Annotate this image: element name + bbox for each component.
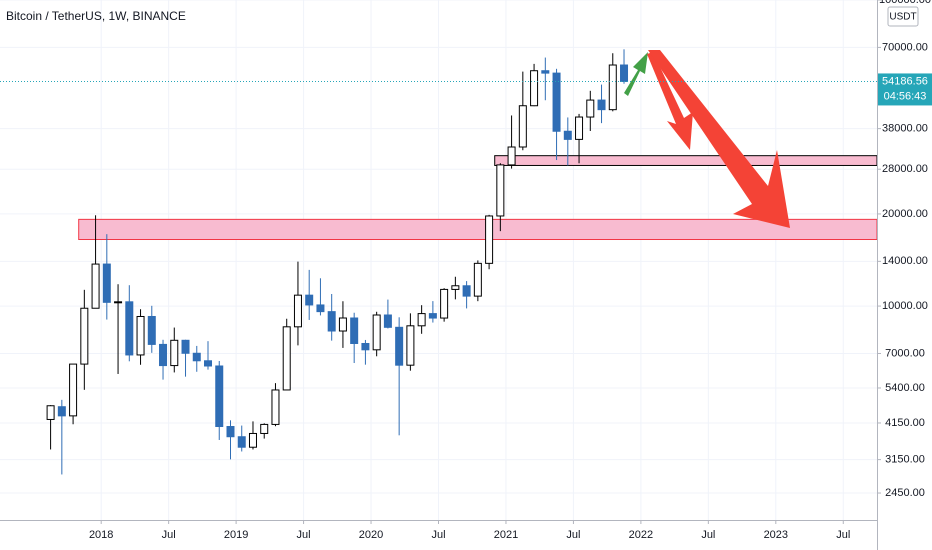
y-tick-label: 4150.00 bbox=[885, 417, 925, 429]
candle-body bbox=[102, 263, 111, 303]
candle-body bbox=[563, 130, 572, 140]
y-tick-label: 5400.00 bbox=[885, 382, 925, 394]
currency-box bbox=[887, 6, 919, 27]
candle-body bbox=[350, 317, 359, 344]
candle-body bbox=[192, 352, 201, 362]
chart-title: Bitcoin / TetherUS, 1W, BINANCE bbox=[6, 9, 186, 23]
zone bbox=[494, 155, 878, 166]
candle-body bbox=[473, 262, 482, 297]
candle-body bbox=[46, 405, 55, 420]
candle-body bbox=[383, 314, 392, 328]
y-tick-label: 28000.00 bbox=[882, 163, 928, 175]
candle-body bbox=[69, 363, 78, 417]
candle-body bbox=[372, 314, 381, 351]
candle-body bbox=[80, 307, 89, 365]
y-tick-label: 14000.00 bbox=[882, 255, 928, 267]
candle-body bbox=[57, 406, 66, 417]
x-tick-label: Jul bbox=[162, 529, 176, 541]
candle-body bbox=[159, 343, 168, 367]
last-price-label: 54186.56 bbox=[882, 75, 928, 87]
candle-body bbox=[575, 116, 584, 140]
grid bbox=[0, 0, 877, 520]
candle-body bbox=[260, 423, 269, 434]
zone bbox=[78, 218, 878, 241]
candle-body bbox=[462, 285, 471, 297]
x-tick-label: 2019 bbox=[224, 529, 248, 541]
y-tick-label: 10000.00 bbox=[882, 300, 928, 312]
candle-body bbox=[586, 99, 595, 118]
candle-body bbox=[125, 301, 134, 356]
candle-body bbox=[181, 339, 190, 354]
candle-body bbox=[316, 304, 325, 313]
candle-body bbox=[271, 389, 280, 425]
x-tick-label: Jul bbox=[431, 529, 445, 541]
candle-body bbox=[136, 315, 145, 356]
candle-body bbox=[507, 146, 516, 166]
candle-body bbox=[406, 325, 415, 366]
candle-body bbox=[305, 294, 314, 306]
candle-body bbox=[417, 313, 426, 327]
y-tick-label: 3150.00 bbox=[885, 454, 925, 466]
candle-body bbox=[440, 288, 449, 319]
candle-body bbox=[91, 263, 100, 309]
candle-body bbox=[338, 317, 347, 332]
candle-body bbox=[485, 215, 494, 264]
candle-body bbox=[395, 326, 404, 366]
candles bbox=[46, 49, 629, 475]
candle-body bbox=[248, 432, 257, 448]
candle-body bbox=[428, 313, 437, 319]
candle-body bbox=[147, 315, 156, 345]
x-tick-label: Jul bbox=[297, 529, 311, 541]
red-arrow-large bbox=[648, 50, 790, 228]
candle-body bbox=[597, 99, 606, 111]
drawings bbox=[624, 50, 790, 228]
candle-body bbox=[518, 105, 527, 148]
candle-body bbox=[170, 339, 179, 367]
candle-body bbox=[215, 365, 224, 428]
candle-body bbox=[282, 326, 291, 391]
candle-body bbox=[530, 70, 539, 107]
candle-body bbox=[361, 342, 370, 351]
candle-body bbox=[620, 64, 629, 82]
x-tick-label: Jul bbox=[566, 529, 580, 541]
candle-body bbox=[552, 72, 561, 132]
x-tick-label: 2018 bbox=[89, 529, 113, 541]
y-tick-label: 38000.00 bbox=[882, 123, 928, 135]
candle-body bbox=[451, 285, 460, 290]
candle-body bbox=[327, 311, 336, 332]
x-tick-label: 2021 bbox=[494, 529, 518, 541]
green-arrow bbox=[624, 52, 648, 96]
x-tick-label: Jul bbox=[836, 529, 850, 541]
candle-body bbox=[226, 426, 235, 438]
candle-body bbox=[541, 70, 550, 74]
candle-body bbox=[237, 436, 246, 448]
candle-body bbox=[293, 294, 302, 328]
candle-body bbox=[496, 164, 505, 217]
y-tick-label: 7000.00 bbox=[885, 347, 925, 359]
x-tick-label: 2020 bbox=[359, 529, 383, 541]
x-tick-label: 2022 bbox=[629, 529, 653, 541]
y-tick-label: 70000.00 bbox=[882, 41, 928, 53]
y-tick-label: 2450.00 bbox=[885, 487, 925, 499]
currency-label[interactable]: USDT bbox=[889, 12, 916, 23]
last-price-box bbox=[878, 73, 932, 106]
x-tick-label: Jul bbox=[701, 529, 715, 541]
countdown-label: 04:56:43 bbox=[884, 90, 927, 102]
candle-body bbox=[204, 360, 213, 367]
candle-body bbox=[114, 301, 123, 304]
red-arrow-small bbox=[647, 52, 693, 150]
y-tick-label: 20000.00 bbox=[882, 208, 928, 220]
y-tick-label: 100000.00 bbox=[879, 0, 931, 6]
x-tick-label: 2023 bbox=[764, 529, 788, 541]
candle-body bbox=[608, 64, 617, 111]
